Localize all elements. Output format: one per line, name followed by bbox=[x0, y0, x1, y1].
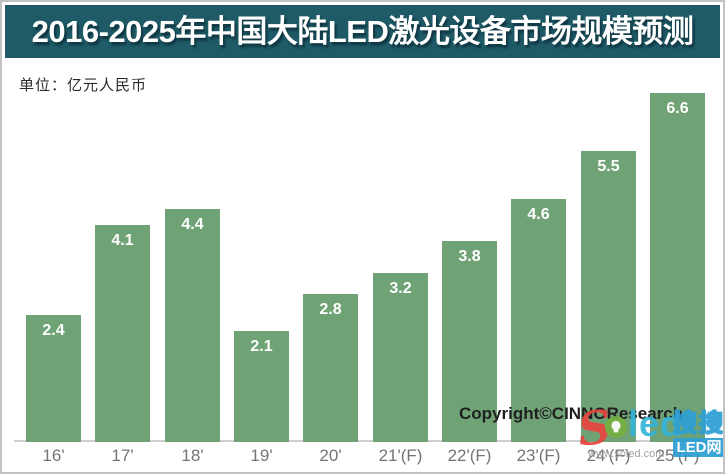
x-tick-label: 18' bbox=[181, 446, 204, 465]
bar-19': 2.1 bbox=[234, 331, 289, 442]
x-axis-line bbox=[14, 440, 719, 442]
bar-value-label: 4.1 bbox=[111, 232, 134, 249]
chart-title-bar: 2016-2025年中国大陆LED激光设备市场规模预测 bbox=[5, 5, 720, 58]
bulb-icon bbox=[605, 416, 627, 438]
x-tick-label: 22'(F) bbox=[447, 446, 492, 465]
bar-value-label: 2.4 bbox=[42, 322, 65, 339]
bar-23'(F): 4.6 bbox=[511, 199, 566, 442]
x-tick-label: 21'(F) bbox=[378, 446, 423, 465]
x-tick-label: 20' bbox=[319, 446, 342, 465]
copyright-text: Copyright©CINNOResearch bbox=[459, 404, 684, 423]
unit-label: 单位：亿元人民币 bbox=[19, 77, 148, 94]
bar-22'(F): 3.8 bbox=[442, 241, 497, 442]
bar-17': 4.1 bbox=[95, 225, 150, 442]
x-tick-label: 24'(F) bbox=[586, 446, 631, 465]
soled-badge-sousou: 搜搜 bbox=[672, 410, 725, 438]
bar-21'(F): 3.2 bbox=[373, 273, 428, 442]
soled-badge: 搜搜 LED网 bbox=[672, 410, 725, 457]
soled-badge-ledwang: LED网 bbox=[673, 438, 723, 457]
bar-value-label: 3.2 bbox=[389, 280, 412, 297]
bar-value-label: 2.8 bbox=[319, 301, 342, 318]
bar-16': 2.4 bbox=[26, 315, 81, 442]
soled-watermark: S led www.soled.com 搜搜 LED网 bbox=[575, 399, 725, 465]
x-tick-label: 19' bbox=[250, 446, 273, 465]
bar-value-label: 2.1 bbox=[250, 338, 273, 355]
bar-value-label: 4.6 bbox=[527, 206, 550, 223]
bar-18': 4.4 bbox=[165, 209, 220, 442]
bar-25'(F): 6.6 bbox=[650, 93, 705, 442]
bar-24'(F): 5.5 bbox=[581, 151, 636, 442]
bar-value-label: 5.5 bbox=[597, 158, 620, 175]
bar-value-label: 4.4 bbox=[181, 216, 204, 233]
soled-url: www.soled.com bbox=[588, 448, 665, 460]
chart-title: 2016-2025年中国大陆LED激光设备市场规模预测 bbox=[31, 14, 694, 49]
x-tick-label: 17' bbox=[111, 446, 134, 465]
x-tick-label: 16' bbox=[42, 446, 65, 465]
soled-logo-led: led bbox=[628, 403, 684, 444]
bar-value-label: 6.6 bbox=[666, 100, 689, 117]
bar-value-label: 3.8 bbox=[458, 248, 481, 265]
bar-20': 2.8 bbox=[303, 294, 358, 442]
x-tick-label: 23'(F) bbox=[516, 446, 561, 465]
